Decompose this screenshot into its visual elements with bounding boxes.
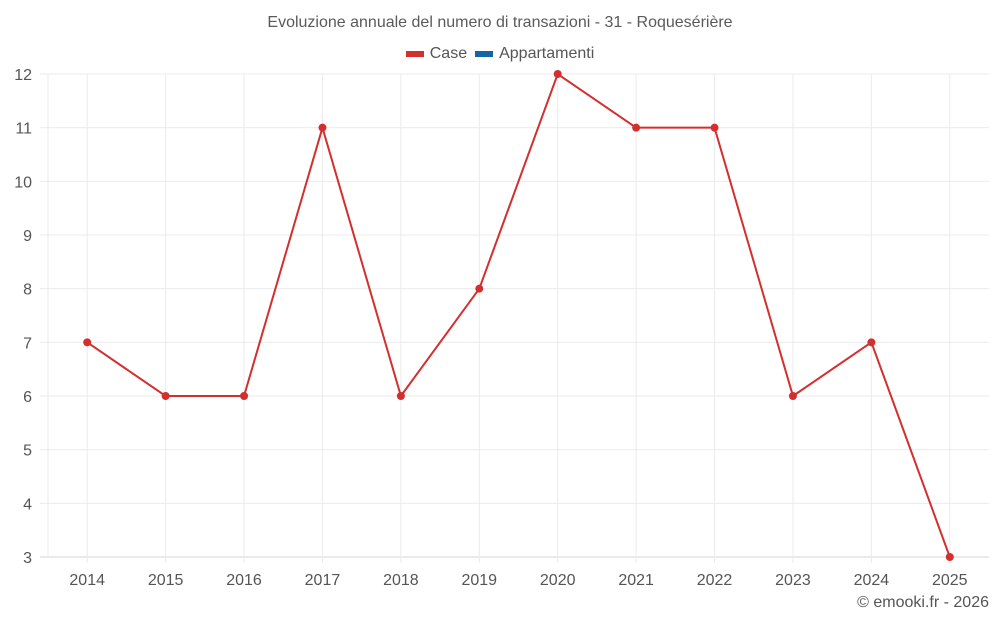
legend-item-appartamenti[interactable]: Appartamenti — [475, 45, 594, 63]
x-tick-label: 2015 — [148, 572, 184, 589]
x-tick-label: 2022 — [697, 572, 733, 589]
legend-label-case: Case — [429, 45, 468, 62]
data-point[interactable] — [83, 338, 92, 347]
y-tick-label: 5 — [23, 443, 32, 460]
x-tick-label: 2017 — [305, 572, 341, 589]
series-line-case — [86, 72, 951, 558]
y-tick-label: 6 — [23, 389, 32, 406]
y-tick-label: 10 — [14, 174, 32, 191]
y-tick-label: 3 — [23, 550, 32, 567]
x-tick-label: 2025 — [932, 572, 968, 589]
legend-label-appartamenti: Appartamenti — [499, 45, 595, 62]
x-tick-label: 2018 — [383, 572, 419, 589]
data-point[interactable] — [867, 338, 876, 347]
y-tick-label: 11 — [15, 121, 32, 138]
x-tick-label: 2016 — [226, 572, 262, 589]
data-point[interactable] — [632, 123, 641, 132]
y-tick-label: 7 — [23, 335, 32, 352]
y-tick-label: 9 — [23, 228, 32, 245]
data-point[interactable] — [553, 70, 562, 78]
x-tick-label: 2020 — [540, 572, 576, 589]
x-tick-label: 2024 — [854, 572, 890, 589]
data-point[interactable] — [475, 284, 484, 293]
copyright-credit: © emooki.fr - 2026 — [857, 594, 989, 611]
data-point[interactable] — [710, 123, 719, 132]
y-tick-label: 12 — [14, 67, 32, 84]
chart-legend: Case Appartamenti — [0, 45, 1000, 63]
data-point[interactable] — [161, 392, 170, 400]
y-tick-label: 4 — [23, 496, 32, 513]
legend-swatch-appartamenti — [475, 51, 494, 57]
data-point[interactable] — [788, 392, 797, 400]
data-point[interactable] — [318, 123, 327, 132]
legend-item-case[interactable]: Case — [405, 45, 468, 63]
chart-title: Evoluzione annuale del numero di transaz… — [267, 14, 733, 31]
x-tick-label: 2021 — [618, 572, 654, 589]
data-point[interactable] — [240, 392, 249, 400]
x-tick-label: 2014 — [69, 572, 105, 589]
x-tick-label: 2019 — [461, 572, 497, 589]
y-tick-label: 8 — [23, 282, 32, 299]
data-point[interactable] — [945, 553, 954, 561]
x-tick-label: 2023 — [775, 572, 811, 589]
data-point[interactable] — [396, 392, 405, 400]
legend-swatch-case — [405, 51, 424, 57]
